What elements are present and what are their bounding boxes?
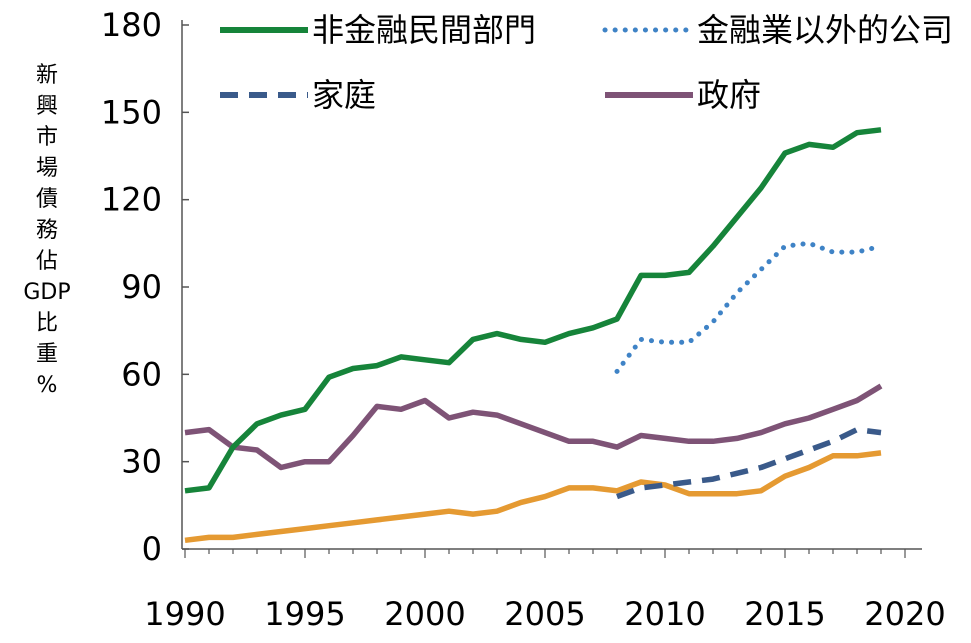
y-axis-label-char: 市 [35, 125, 58, 150]
legend-label: 金融業以外的公司 [697, 11, 953, 49]
series-lines [184, 127, 884, 544]
y-axis-label-char: % [36, 373, 58, 398]
legend-label: 非金融民間部門 [312, 11, 536, 49]
series-line-2 [616, 426, 882, 500]
y-tick-label: 90 [121, 268, 162, 306]
x-tick-label: 1990 [144, 595, 225, 633]
series-line-0 [184, 127, 882, 494]
x-tick-label: 2000 [384, 595, 465, 633]
series-line-3 [184, 383, 883, 471]
y-tick-label: 180 [101, 6, 162, 44]
y-tick-label: 30 [121, 443, 162, 481]
y-axis-label-char: 務 [35, 218, 58, 243]
y-tick-label: 150 [101, 93, 162, 131]
x-tick-label: 2015 [744, 595, 825, 633]
x-tick-label: 2020 [864, 595, 945, 633]
y-axis-label-char: 債 [35, 187, 58, 212]
axes: 0 30 60 90 120 150 180 1990 1995 2000 2005 2010 2015… [101, 6, 946, 633]
legend-label: 政府 [697, 76, 761, 114]
y-axis-label-char: GDP [23, 280, 71, 305]
y-axis-label-char: 佔 [35, 249, 58, 274]
legend-label: 家庭 [312, 76, 376, 114]
y-axis-label-char: 場 [35, 156, 58, 181]
y-axis-label-char: 比 [35, 311, 58, 336]
series-line-4 [184, 450, 882, 544]
y-tick-label: 0 [142, 530, 162, 568]
y-tick-label: 120 [101, 181, 162, 219]
y-axis-label-char: 重 [35, 342, 58, 367]
x-tick-label: 2010 [624, 595, 705, 633]
series-line-1 [614, 240, 884, 374]
x-tick-label: 1995 [264, 595, 345, 633]
y-tick-label: 60 [121, 355, 162, 393]
y-axis-label: 新興市場債務佔 GDP 比重% [22, 60, 72, 401]
y-axis-label-char: 興 [35, 94, 58, 119]
x-tick-label: 2005 [504, 595, 585, 633]
y-axis-label-char: 新 [35, 63, 58, 88]
